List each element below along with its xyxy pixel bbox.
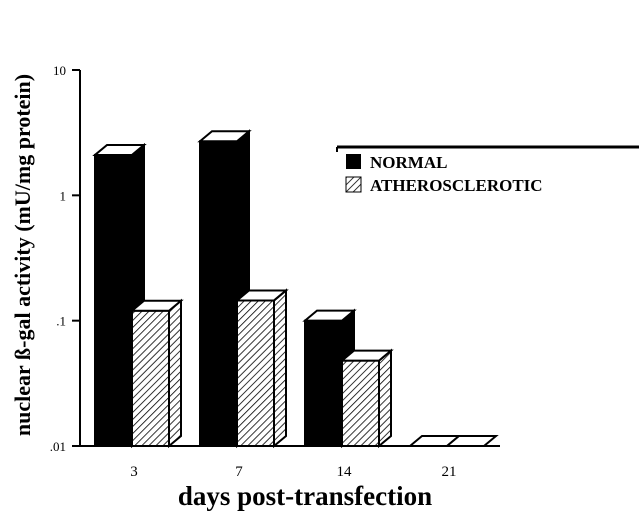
bar-top-face [339, 349, 394, 362]
x-tick-label: 3 [130, 464, 138, 480]
bar-top-face [92, 143, 147, 156]
bar-side-face [378, 348, 392, 449]
bars-group [92, 129, 499, 449]
bar-front-face [236, 299, 275, 447]
bar-front-face [341, 359, 380, 447]
bar-front-face [199, 140, 238, 447]
x-tick-label: 7 [235, 464, 243, 480]
y-tick-label: .01 [50, 439, 66, 454]
bar-front-face [131, 309, 170, 447]
y-axis-title: nuclear ß-gal activity (mU/mg protein) [10, 74, 35, 436]
legend-swatch-atherosclerotic [345, 176, 362, 193]
x-tick-label: 14 [337, 464, 353, 480]
legend: NORMAL ATHEROSCLEROTIC [336, 145, 639, 195]
legend-label-normal: NORMAL [370, 153, 447, 172]
bar-top-face [129, 299, 184, 312]
y-tick-label: 1 [60, 188, 67, 203]
bar-side-face [168, 298, 182, 449]
bar-side-face [273, 288, 287, 449]
bar-atherosclerotic-day-3 [129, 298, 184, 449]
y-tick-label: .1 [56, 314, 66, 329]
bar-front-face [304, 319, 343, 447]
y-ticks-group: 10 1 .1 .01 [50, 63, 80, 454]
x-axis-title: days post-transfection [178, 481, 432, 511]
x-tick-label: 21 [442, 464, 457, 480]
bar-front-face [94, 153, 133, 447]
legend-label-atherosclerotic: ATHEROSCLEROTIC [370, 176, 543, 195]
legend-swatch-normal [346, 154, 361, 169]
bar-atherosclerotic-day-7 [234, 288, 289, 449]
bar-atherosclerotic-day-14 [339, 348, 394, 449]
x-labels-group: 3 7 14 21 [130, 464, 456, 480]
bar-top-face [197, 130, 252, 143]
bar-top-face [302, 309, 357, 322]
y-tick-label: 10 [53, 63, 66, 78]
bar-top-face [234, 289, 289, 302]
